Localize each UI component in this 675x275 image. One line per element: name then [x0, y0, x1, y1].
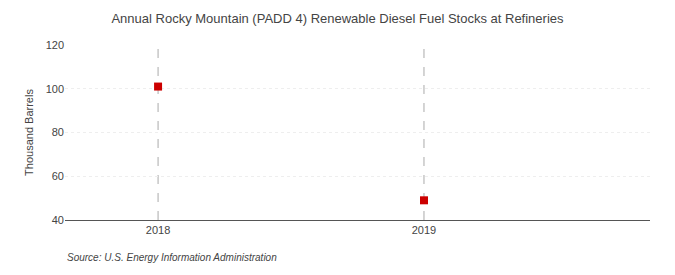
svg-text:Annual Rocky Mountain (PADD 4): Annual Rocky Mountain (PADD 4) Renewable…: [111, 11, 564, 26]
svg-text:60: 60: [52, 170, 64, 182]
svg-text:40: 40: [52, 214, 64, 226]
svg-text:2018: 2018: [146, 224, 170, 236]
svg-text:100: 100: [46, 83, 64, 95]
svg-text:80: 80: [52, 126, 64, 138]
svg-text:Thousand Barrels: Thousand Barrels: [23, 89, 35, 176]
svg-text:2019: 2019: [412, 224, 436, 236]
svg-text:120: 120: [46, 39, 64, 51]
svg-text:Source: U.S. Energy Informatio: Source: U.S. Energy Information Administ…: [67, 252, 277, 263]
